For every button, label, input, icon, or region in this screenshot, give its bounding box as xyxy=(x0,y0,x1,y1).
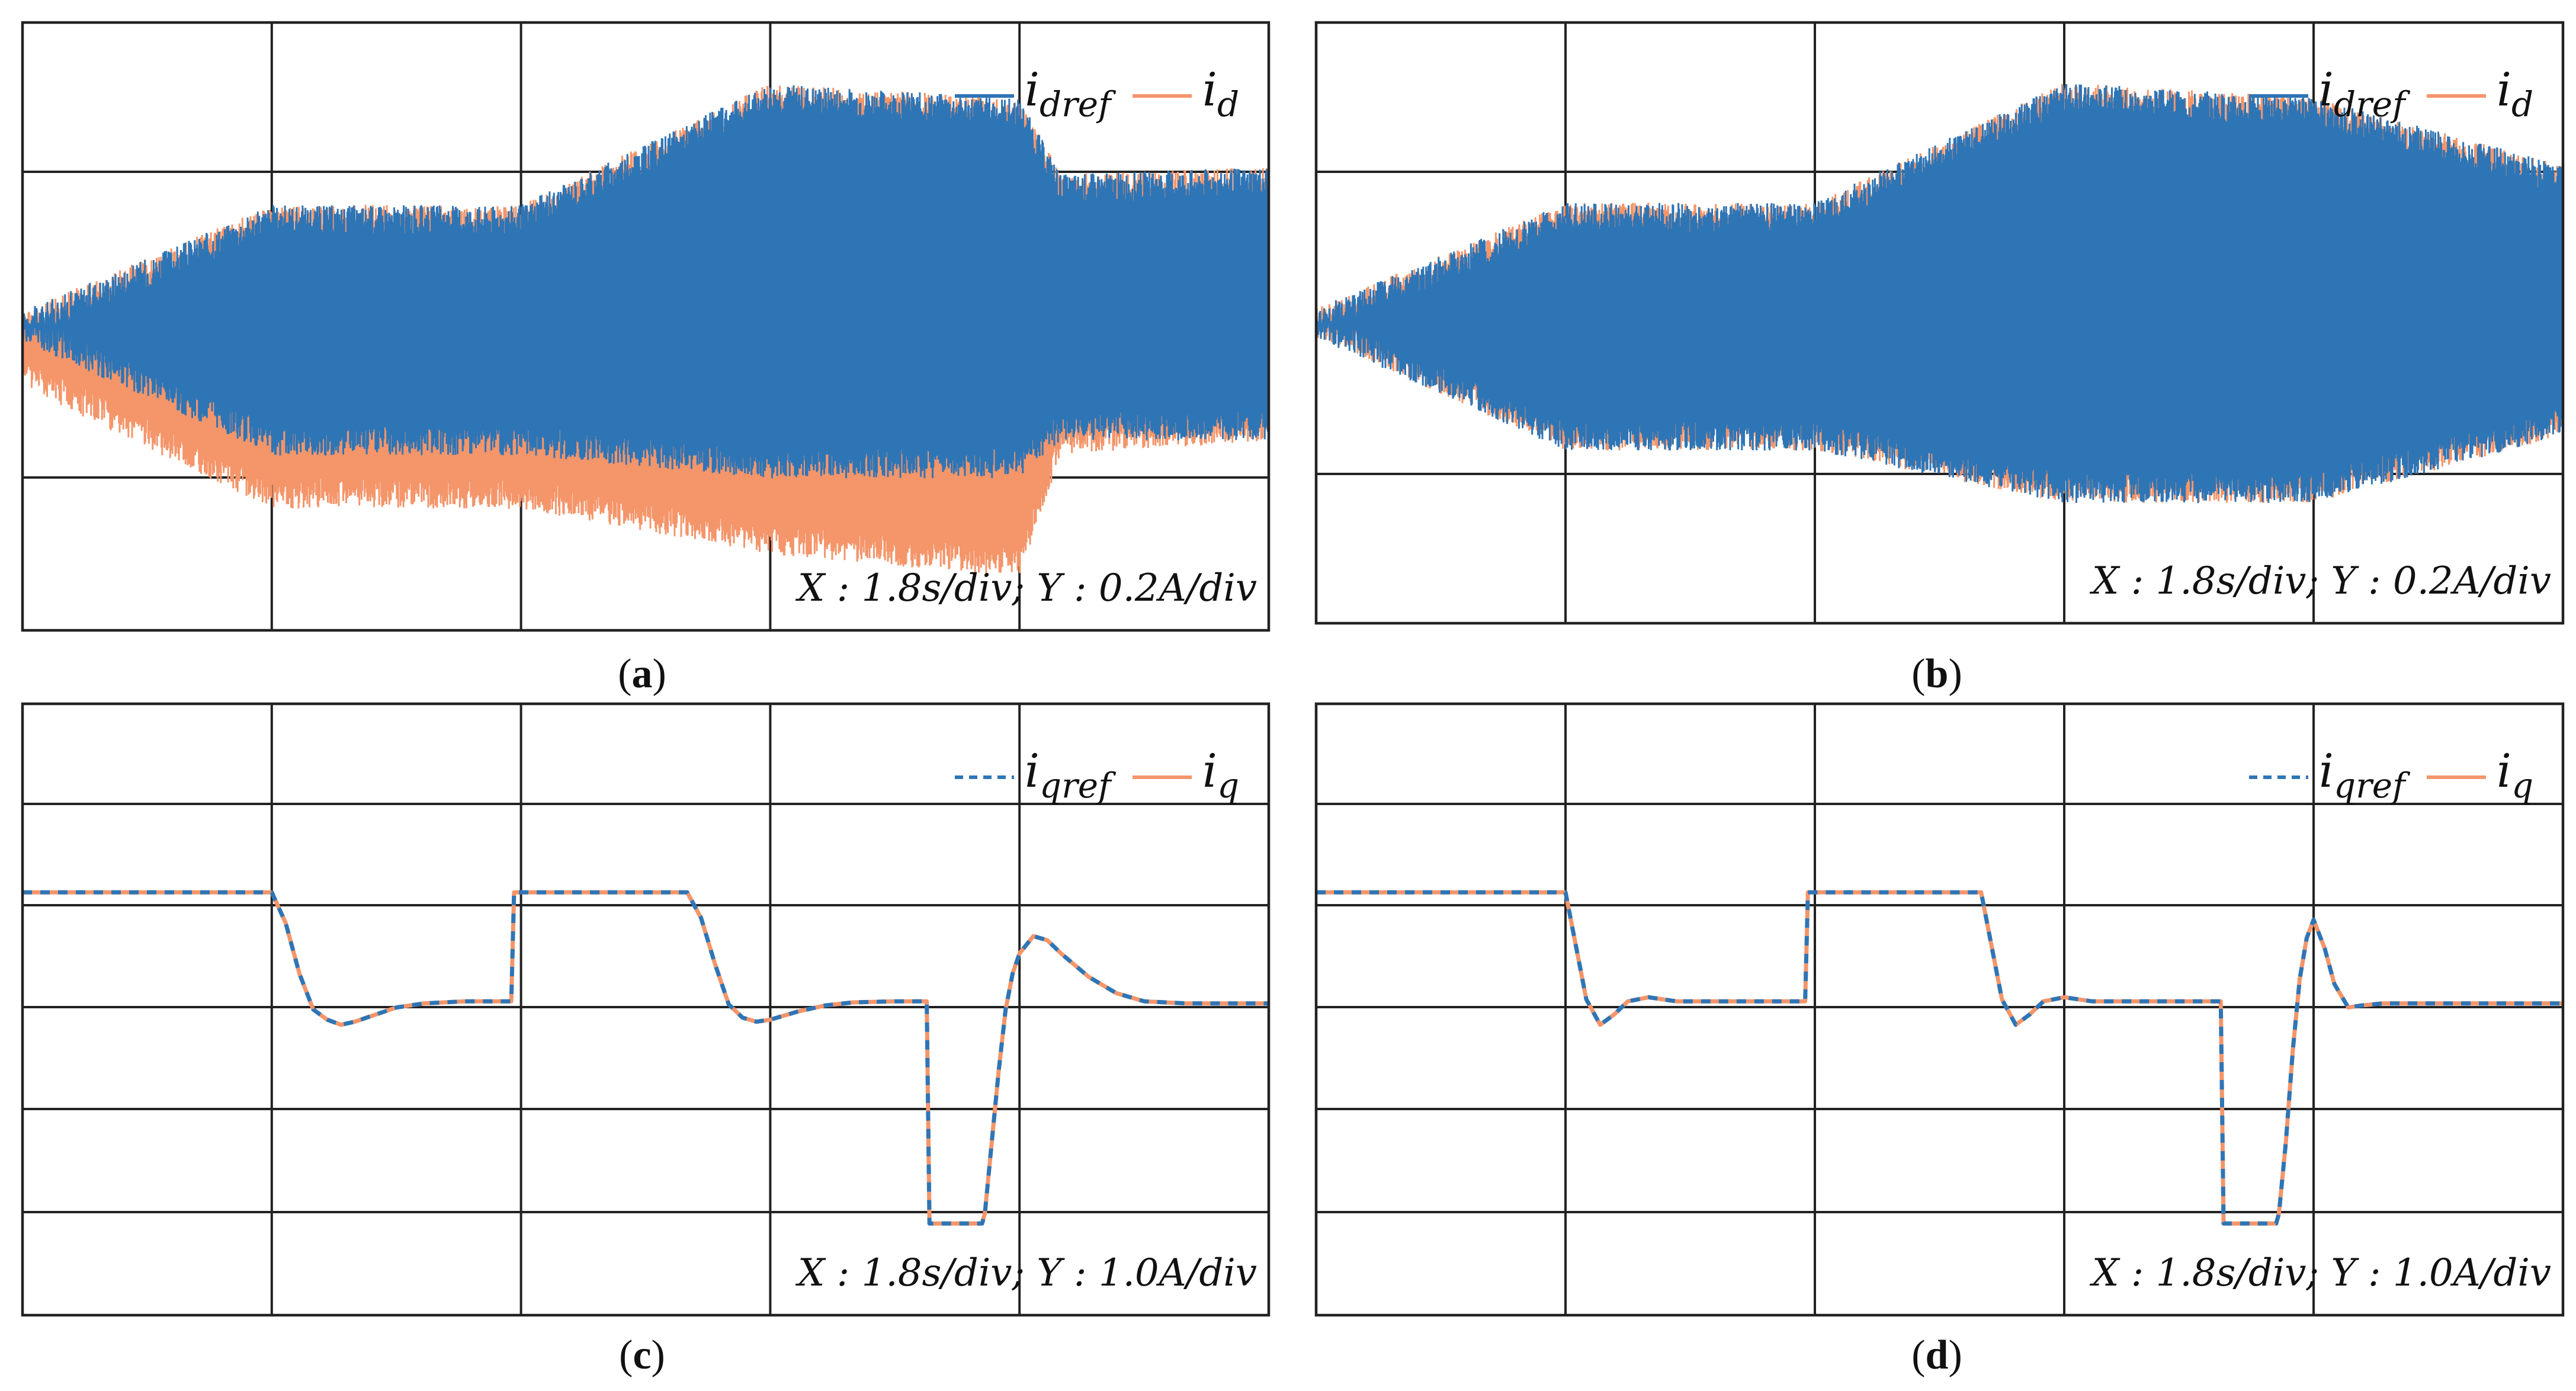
caption-c: (c) xyxy=(619,1332,665,1378)
plot-area-a xyxy=(23,85,1269,575)
legend-c: iqref iq xyxy=(955,745,1239,806)
caption-a: (a) xyxy=(618,651,666,697)
legend-d: iqref iq xyxy=(2249,745,2533,806)
plot-area-c xyxy=(23,890,1269,1226)
series-i_dref xyxy=(1316,84,2563,504)
series-i_q xyxy=(23,890,1269,1226)
caption-b: (b) xyxy=(1911,651,1962,697)
scale-label-c: X : 1.8s/div; Y : 1.0A/div xyxy=(795,1251,1257,1295)
plot-frame-d xyxy=(1314,702,2565,1317)
panel-d: iqref iq X : 1.8s/div; Y : 1.0A/div xyxy=(1314,702,2565,1317)
panel-a: idref id X : 1.8s/div; Y : 0.2A/div xyxy=(21,21,1271,632)
grid-d xyxy=(1316,704,2563,1315)
plot-area-b xyxy=(1316,84,2563,504)
legend-label-dref: idref xyxy=(2319,63,2411,124)
legend-sub-dref: dref xyxy=(1040,84,1117,124)
caption-d: (d) xyxy=(1911,1332,1962,1378)
plot-frame-b xyxy=(1314,21,2565,625)
legend-label-q: iq xyxy=(1202,745,1239,806)
legend-sub-qref: qref xyxy=(1040,765,1117,806)
legend-sub-dref: dref xyxy=(2334,84,2411,124)
panel-b: idref id X : 1.8s/div; Y : 0.2A/div xyxy=(1314,21,2565,625)
series-i_qref xyxy=(1316,890,2563,1226)
legend-sub-q: q xyxy=(1217,765,1239,806)
grid-c xyxy=(23,704,1269,1315)
scale-label-b: X : 1.8s/div; Y : 0.2A/div xyxy=(2089,559,2551,603)
legend-sub-qref: qref xyxy=(2334,765,2411,806)
scale-label-a: X : 1.8s/div; Y : 0.2A/div xyxy=(795,566,1257,610)
legend-sub-d: d xyxy=(1217,84,1239,124)
legend-label-d: id xyxy=(1202,63,1239,124)
plot-area-d xyxy=(1316,890,2563,1226)
legend-sub-d: d xyxy=(2511,84,2533,124)
legend-label-dref: idref xyxy=(1025,63,1117,124)
legend-sub-q: q xyxy=(2511,765,2533,806)
series-i_dref xyxy=(23,85,1269,479)
legend-label-qref: iqref xyxy=(2319,745,2411,806)
legend-label-qref: iqref xyxy=(1025,745,1117,806)
panel-c: iqref iq X : 1.8s/div; Y : 1.0A/div xyxy=(21,702,1271,1317)
legend-label-d: id xyxy=(2497,63,2533,124)
legend-label-q: iq xyxy=(2497,745,2533,806)
series-i_qref xyxy=(23,890,1269,1226)
scale-label-d: X : 1.8s/div; Y : 1.0A/div xyxy=(2089,1251,2551,1295)
plot-frame-c xyxy=(21,702,1271,1317)
plot-frame-a xyxy=(21,21,1271,632)
series-i_q xyxy=(1316,890,2563,1226)
